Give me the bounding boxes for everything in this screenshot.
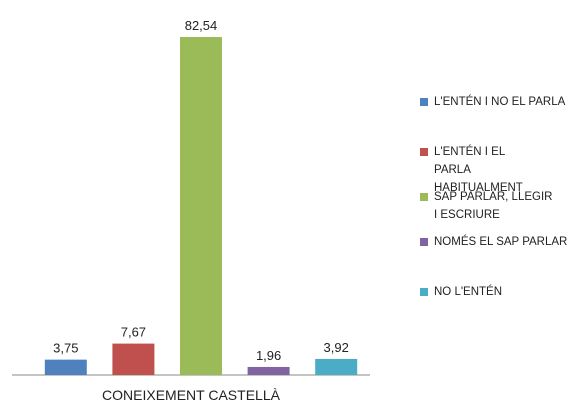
legend-item: NOMÉS EL SAP PARLAR — [420, 233, 585, 251]
legend-label: NO L'ENTÉN — [434, 286, 503, 298]
bar — [112, 343, 155, 375]
legend-label: L'ENTÉN I NO EL PARLA — [434, 96, 566, 108]
legend-swatch — [420, 288, 428, 296]
data-label: 7,67 — [121, 325, 146, 340]
legend-swatch — [420, 193, 428, 201]
bar — [44, 359, 87, 375]
legend-swatch — [420, 238, 428, 246]
legend-item: L'ENTÉN I EL PARLA HABITUALMENT — [420, 143, 585, 197]
bar — [315, 358, 358, 375]
data-label: 1,96 — [256, 348, 281, 363]
legend-swatch — [420, 98, 428, 106]
bar — [180, 37, 222, 375]
legend-swatch — [420, 148, 428, 156]
legend-item: SAP PARLAR, LLEGIR I ESCRIURE — [420, 188, 585, 224]
x-tick-label: CONEIXEMENT CASTELLÀ — [102, 387, 281, 403]
legend-label: NOMÉS EL SAP PARLAR — [434, 236, 568, 248]
legend-item: NO L'ENTÉN — [420, 283, 585, 301]
data-label: 82,54 — [185, 18, 218, 33]
legend-label: SAP PARLAR, LLEGIR I ESCRIURE — [434, 191, 553, 221]
legend-label: L'ENTÉN I EL PARLA HABITUALMENT — [434, 146, 523, 194]
data-label: 3,75 — [53, 341, 78, 356]
legend-item: L'ENTÉN I NO EL PARLA — [420, 93, 585, 111]
bar — [247, 366, 290, 375]
data-label: 3,92 — [324, 340, 349, 355]
